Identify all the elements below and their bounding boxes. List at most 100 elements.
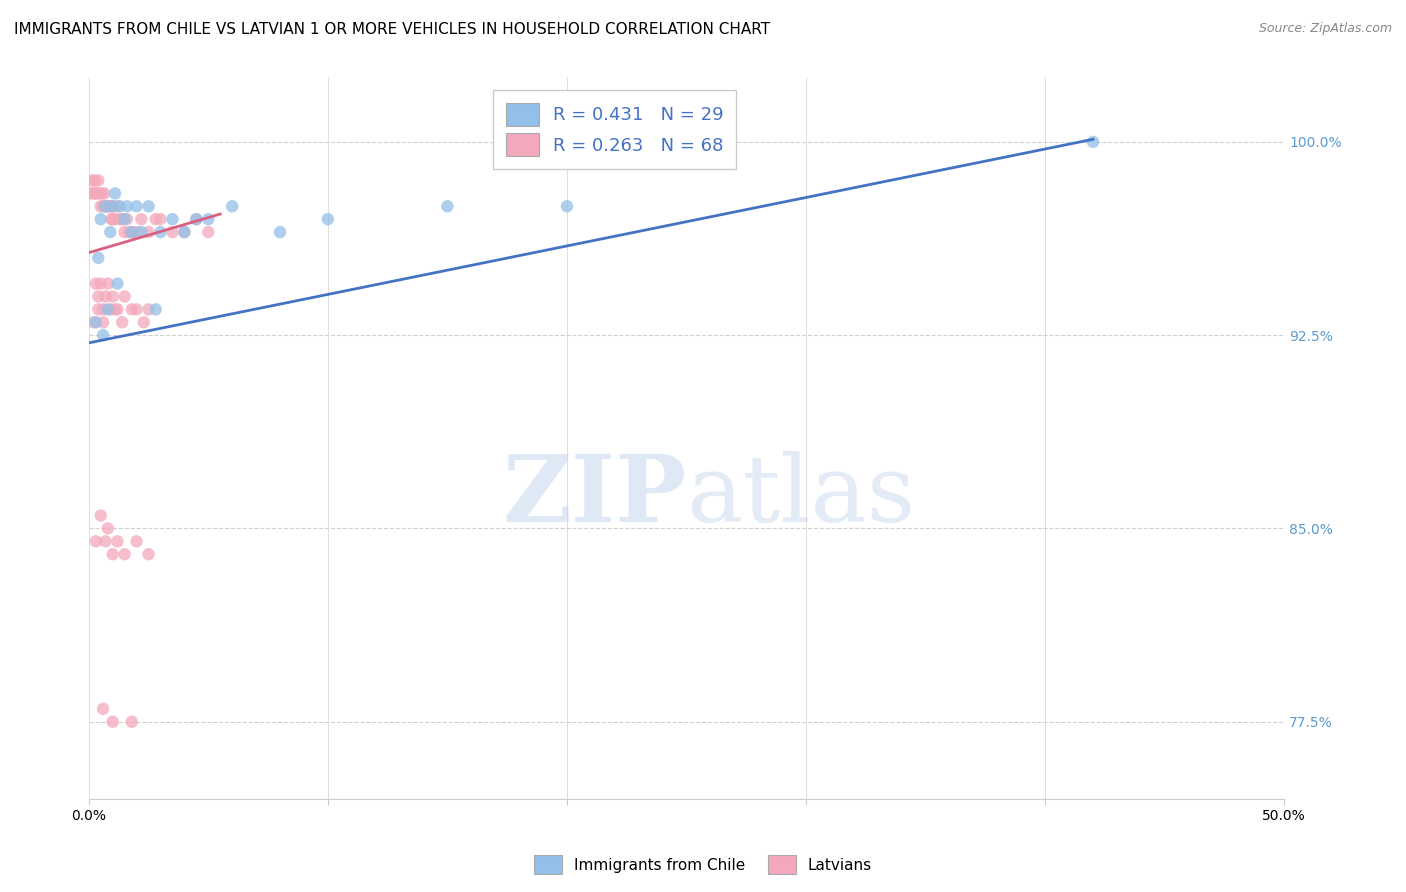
Point <box>121 225 143 239</box>
Point <box>145 302 167 317</box>
Point <box>93 186 115 201</box>
Point <box>125 225 148 239</box>
Point <box>114 212 136 227</box>
Point <box>114 289 136 303</box>
Point <box>173 225 195 239</box>
Point <box>197 225 219 239</box>
Point <box>121 302 143 317</box>
Point <box>138 199 160 213</box>
Point <box>101 199 124 213</box>
Point <box>84 534 107 549</box>
Point <box>84 315 107 329</box>
Point <box>90 508 112 523</box>
Point <box>90 199 112 213</box>
Point <box>108 212 131 227</box>
Point <box>98 302 121 317</box>
Text: ZIP: ZIP <box>502 451 686 541</box>
Point <box>125 534 148 549</box>
Point <box>104 186 127 201</box>
Point <box>83 186 105 201</box>
Point <box>115 199 138 213</box>
Point <box>97 521 120 535</box>
Point <box>125 302 148 317</box>
Point <box>101 212 124 227</box>
Point <box>115 212 138 227</box>
Point <box>316 212 339 227</box>
Point <box>114 547 136 561</box>
Legend: Immigrants from Chile, Latvians: Immigrants from Chile, Latvians <box>529 849 877 880</box>
Point <box>103 199 125 213</box>
Point <box>94 289 117 303</box>
Point <box>89 186 111 201</box>
Point <box>91 199 114 213</box>
Point <box>101 714 124 729</box>
Point <box>87 173 110 187</box>
Text: Source: ZipAtlas.com: Source: ZipAtlas.com <box>1258 22 1392 36</box>
Point <box>90 212 112 227</box>
Point <box>138 547 160 561</box>
Point <box>121 225 143 239</box>
Point <box>145 212 167 227</box>
Point <box>138 302 160 317</box>
Point <box>121 714 143 729</box>
Text: IMMIGRANTS FROM CHILE VS LATVIAN 1 OR MORE VEHICLES IN HOUSEHOLD CORRELATION CHA: IMMIGRANTS FROM CHILE VS LATVIAN 1 OR MO… <box>14 22 770 37</box>
Point <box>91 315 114 329</box>
Point <box>98 199 121 213</box>
Point <box>83 173 105 187</box>
Point <box>114 225 136 239</box>
Point <box>108 199 131 213</box>
Point <box>101 289 124 303</box>
Point <box>125 199 148 213</box>
Point <box>83 315 105 329</box>
Point <box>132 315 155 329</box>
Point <box>91 302 114 317</box>
Point <box>149 212 172 227</box>
Point <box>84 277 107 291</box>
Text: atlas: atlas <box>686 451 915 541</box>
Point <box>107 534 129 549</box>
Point <box>94 199 117 213</box>
Point <box>82 173 104 187</box>
Point <box>97 199 120 213</box>
Point <box>91 702 114 716</box>
Point <box>87 289 110 303</box>
Point <box>104 302 127 317</box>
Point <box>118 225 141 239</box>
Point <box>100 212 122 227</box>
Point <box>96 199 118 213</box>
Point <box>91 328 114 343</box>
Point <box>107 199 129 213</box>
Point <box>162 212 184 227</box>
Point <box>90 277 112 291</box>
Point <box>86 186 108 201</box>
Point <box>104 212 127 227</box>
Point <box>555 199 578 213</box>
Point <box>107 277 129 291</box>
Point <box>97 302 120 317</box>
Point <box>80 186 103 201</box>
Point <box>221 199 243 213</box>
Point <box>1081 135 1104 149</box>
Point <box>84 186 107 201</box>
Point <box>173 225 195 239</box>
Point <box>90 186 112 201</box>
Point <box>186 212 208 227</box>
Point <box>131 225 153 239</box>
Legend: R = 0.431   N = 29, R = 0.263   N = 68: R = 0.431 N = 29, R = 0.263 N = 68 <box>494 90 737 169</box>
Point <box>87 302 110 317</box>
Point <box>94 534 117 549</box>
Point <box>149 225 172 239</box>
Point <box>269 225 291 239</box>
Point <box>111 212 134 227</box>
Point <box>436 199 458 213</box>
Point <box>131 212 153 227</box>
Point <box>97 277 120 291</box>
Point <box>94 199 117 213</box>
Point <box>98 199 121 213</box>
Point <box>101 547 124 561</box>
Point <box>162 225 184 239</box>
Point <box>107 302 129 317</box>
Point <box>186 212 208 227</box>
Point <box>138 225 160 239</box>
Point <box>197 212 219 227</box>
